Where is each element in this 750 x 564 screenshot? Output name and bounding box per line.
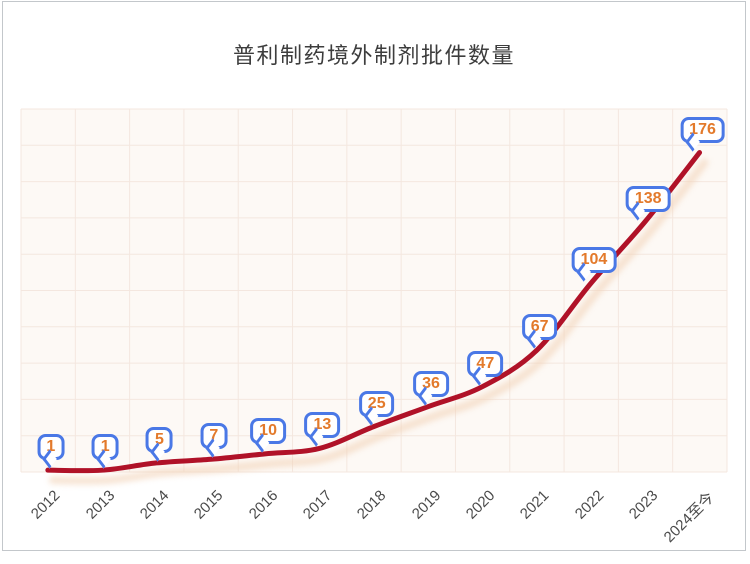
x-axis-label: 2016 — [245, 487, 282, 523]
x-axis-label: 2017 — [299, 487, 336, 523]
x-axis-label: 2014 — [136, 487, 173, 523]
x-axis-label: 2019 — [408, 487, 445, 523]
series-line-shadow — [48, 158, 709, 485]
x-axis-label: 2015 — [191, 487, 227, 523]
plot-area: 1 1 5 7 10 13 25 36 47 67 104 138 176 2012 2013 2014 20… — [20, 108, 728, 546]
x-axis-label: 2012 — [28, 487, 64, 523]
x-axis-label: 2021 — [517, 487, 553, 523]
x-axis-label: 2022 — [571, 487, 607, 523]
x-axis-label: 2020 — [462, 487, 499, 523]
line-chart-svg — [20, 108, 728, 485]
x-axis-label: 2013 — [82, 487, 119, 523]
chart-title: 普利制药境外制剂批件数量 — [232, 43, 515, 68]
x-axis-label: 2024至今 — [660, 489, 718, 546]
chart-card: 普利制药境外制剂批件数量 1 1 5 7 10 13 25 36 47 67 104 138 176 2… — [2, 1, 746, 551]
x-axis-label: 2018 — [354, 487, 390, 523]
x-axis-label: 2023 — [625, 487, 662, 523]
